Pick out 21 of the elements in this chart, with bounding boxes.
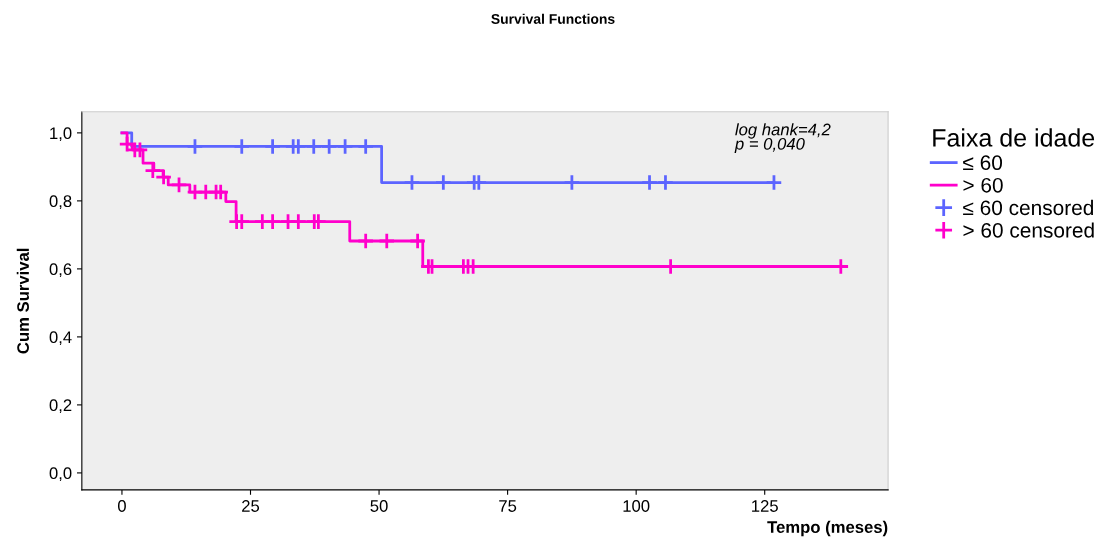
legend-label: > 60 censored xyxy=(963,222,1094,238)
y-tick-label: 0,8 xyxy=(49,195,72,210)
legend-label: > 60 xyxy=(963,177,1003,193)
y-tick-label: 0,2 xyxy=(49,399,72,414)
y-tick-label: 0,0 xyxy=(49,467,72,482)
y-tick-label: 1,0 xyxy=(50,127,72,142)
x-tick-label: 100 xyxy=(623,500,650,512)
legend-label: ≤ 60 xyxy=(963,155,1003,171)
x-tick-label: 25 xyxy=(242,500,260,512)
legend-label: ≤ 60 censored xyxy=(963,199,1093,216)
legend-title: Faixa de idade xyxy=(933,128,1095,147)
x-tick-label: 75 xyxy=(499,500,517,512)
x-tick-label: 50 xyxy=(370,500,388,512)
annotation: log hank=4,2 p = 0,040 xyxy=(734,123,831,153)
y-axis-title: Cum Survival xyxy=(16,248,29,354)
y-tick-label: 0,4 xyxy=(49,331,72,346)
x-tick-label: 0 xyxy=(117,500,126,512)
x-axis-title: Tempo (meses) xyxy=(767,520,888,537)
y-tick-label: 0,6 xyxy=(49,263,72,278)
x-tick-label: 125 xyxy=(752,500,778,512)
chart-title: Survival Functions xyxy=(491,13,615,24)
